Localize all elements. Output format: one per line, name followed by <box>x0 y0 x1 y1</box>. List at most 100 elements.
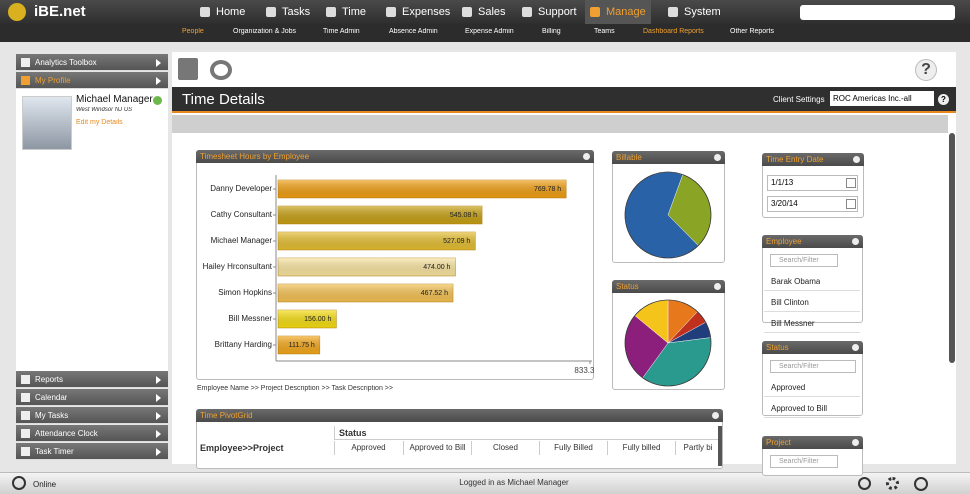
filter-item[interactable]: Bill Clinton <box>771 298 809 307</box>
subnav-item[interactable]: Billing <box>542 28 561 35</box>
subnav-item[interactable]: Time Admin <box>323 28 360 35</box>
search-filter[interactable]: Search/Filter <box>770 360 856 373</box>
value-label: 527.09 h <box>443 238 470 245</box>
nav-tab[interactable]: Sales <box>478 6 506 18</box>
sidebar-item[interactable] <box>16 425 168 442</box>
panel-tool[interactable] <box>852 439 859 446</box>
bar-shine <box>278 232 476 250</box>
subnav-item[interactable]: Absence Admin <box>389 28 438 35</box>
y-tick-label: Michael Manager <box>211 236 273 245</box>
divider <box>764 396 860 397</box>
bar-shine <box>278 180 567 198</box>
nav-tab[interactable]: Time <box>342 6 367 18</box>
sidebar-item[interactable] <box>16 371 168 388</box>
sidebar-label[interactable]: Task Timer <box>35 447 74 456</box>
search-filter[interactable]: Search/Filter <box>770 254 838 267</box>
settings-icon[interactable] <box>886 477 899 490</box>
panel-tool[interactable] <box>852 238 859 245</box>
date-input[interactable]: 1/1/13 <box>767 175 858 191</box>
value-label: 769.78 h <box>534 186 561 193</box>
nav-icon <box>522 7 532 17</box>
y-tick-label: Hailey Hrconsultant <box>203 262 273 271</box>
pivot-column: Fully billed <box>607 441 675 455</box>
sidebar-item[interactable] <box>16 72 168 89</box>
filter-item[interactable]: Approved to Bill <box>771 404 828 413</box>
verified-icon <box>153 96 162 105</box>
subnav-item[interactable]: Other Reports <box>730 28 774 35</box>
nav-tab[interactable]: System <box>684 6 721 18</box>
filter-item[interactable]: Barak Obama <box>771 277 821 286</box>
panel-tool[interactable] <box>853 156 860 163</box>
filter-item[interactable]: Bill Messner <box>771 319 815 328</box>
nav-icon <box>266 7 276 17</box>
scrollbar[interactable] <box>949 133 955 363</box>
subnav-item[interactable]: Expense Admin <box>465 28 514 35</box>
move-icon[interactable] <box>858 477 871 490</box>
search-box[interactable] <box>800 5 955 20</box>
breadcrumb: Employee Name >> Project Description >> … <box>197 385 393 392</box>
search-filter[interactable]: Search/Filter <box>770 455 838 468</box>
report-icon[interactable] <box>178 58 198 80</box>
value-label: 467.52 h <box>421 290 448 297</box>
subnav-item[interactable]: Dashboard Reports <box>643 28 704 35</box>
client-help[interactable]: ? <box>938 94 949 105</box>
sidebar-item[interactable] <box>16 389 168 406</box>
sidebar-label[interactable]: Analytics Toolbox <box>35 58 97 67</box>
sidebar-item[interactable] <box>16 443 168 460</box>
pivot-scroll[interactable] <box>718 426 722 466</box>
sidebar-item[interactable] <box>16 407 168 424</box>
nav-tab[interactable]: Tasks <box>282 6 311 18</box>
date-input[interactable]: 3/20/14 <box>767 196 858 212</box>
nav-icon <box>668 7 678 17</box>
client-select[interactable]: ROC Americas Inc.-all <box>830 91 934 106</box>
nav-tab[interactable]: Home <box>216 6 246 18</box>
panel-tool[interactable] <box>712 412 719 419</box>
value-label: 156.00 h <box>304 316 331 323</box>
nav-tab[interactable]: Manage <box>606 6 646 18</box>
sidebar-label[interactable]: Reports <box>35 375 64 384</box>
calendar-icon[interactable] <box>846 178 856 188</box>
sidebar-icon <box>21 411 30 420</box>
panel-tool[interactable] <box>583 153 590 160</box>
x-tick-label: 833.33 h <box>574 366 594 375</box>
filter-item[interactable]: Approved <box>771 383 806 392</box>
pivot-row-header: Employee>>Project <box>200 443 284 453</box>
sidebar-arrow <box>156 412 161 420</box>
profile-photo <box>22 96 72 150</box>
refresh-icon[interactable] <box>210 60 232 80</box>
sidebar-icon <box>21 429 30 438</box>
pivot-column: Approved to Bill <box>403 441 471 455</box>
sidebar-label[interactable]: My Tasks <box>35 411 69 420</box>
sidebar-label[interactable]: Calendar <box>35 393 68 402</box>
panel-tool[interactable] <box>852 344 859 351</box>
sidebar-item[interactable] <box>16 54 168 71</box>
sidebar-label[interactable]: Attendance Clock <box>35 429 98 438</box>
status-panel-header: Status <box>612 280 725 293</box>
value-label: 545.08 h <box>450 212 477 219</box>
profile-name: Michael Manager <box>76 94 153 105</box>
subnav-item[interactable]: People <box>182 28 204 35</box>
edit-profile[interactable]: Edit my Details <box>76 119 123 126</box>
divider <box>764 332 860 333</box>
sidebar-icon <box>21 58 30 67</box>
help-icon[interactable]: ? <box>915 59 937 81</box>
subnav-item[interactable]: Teams <box>594 28 615 35</box>
value-label: 111.75 h <box>289 342 315 349</box>
divider <box>764 290 860 291</box>
nav-tab[interactable]: Support <box>538 6 577 18</box>
sidebar-label[interactable]: My Profile <box>35 76 71 85</box>
sidebar-arrow <box>156 77 161 85</box>
pie-rim <box>624 299 712 387</box>
sidebar-icon <box>21 393 30 402</box>
power-icon[interactable] <box>914 477 928 491</box>
subnav-item[interactable]: Organization & Jobs <box>233 28 297 35</box>
panel-tool[interactable] <box>714 154 721 161</box>
y-tick-label: Danny Developer <box>210 184 272 193</box>
bar-shine <box>278 310 337 328</box>
billable-panel-header: Billable <box>612 151 725 164</box>
page-title: Time Details <box>182 91 265 108</box>
nav-icon <box>590 7 600 17</box>
nav-tab[interactable]: Expenses <box>402 6 451 18</box>
calendar-icon[interactable] <box>846 199 856 209</box>
panel-tool[interactable] <box>714 283 721 290</box>
